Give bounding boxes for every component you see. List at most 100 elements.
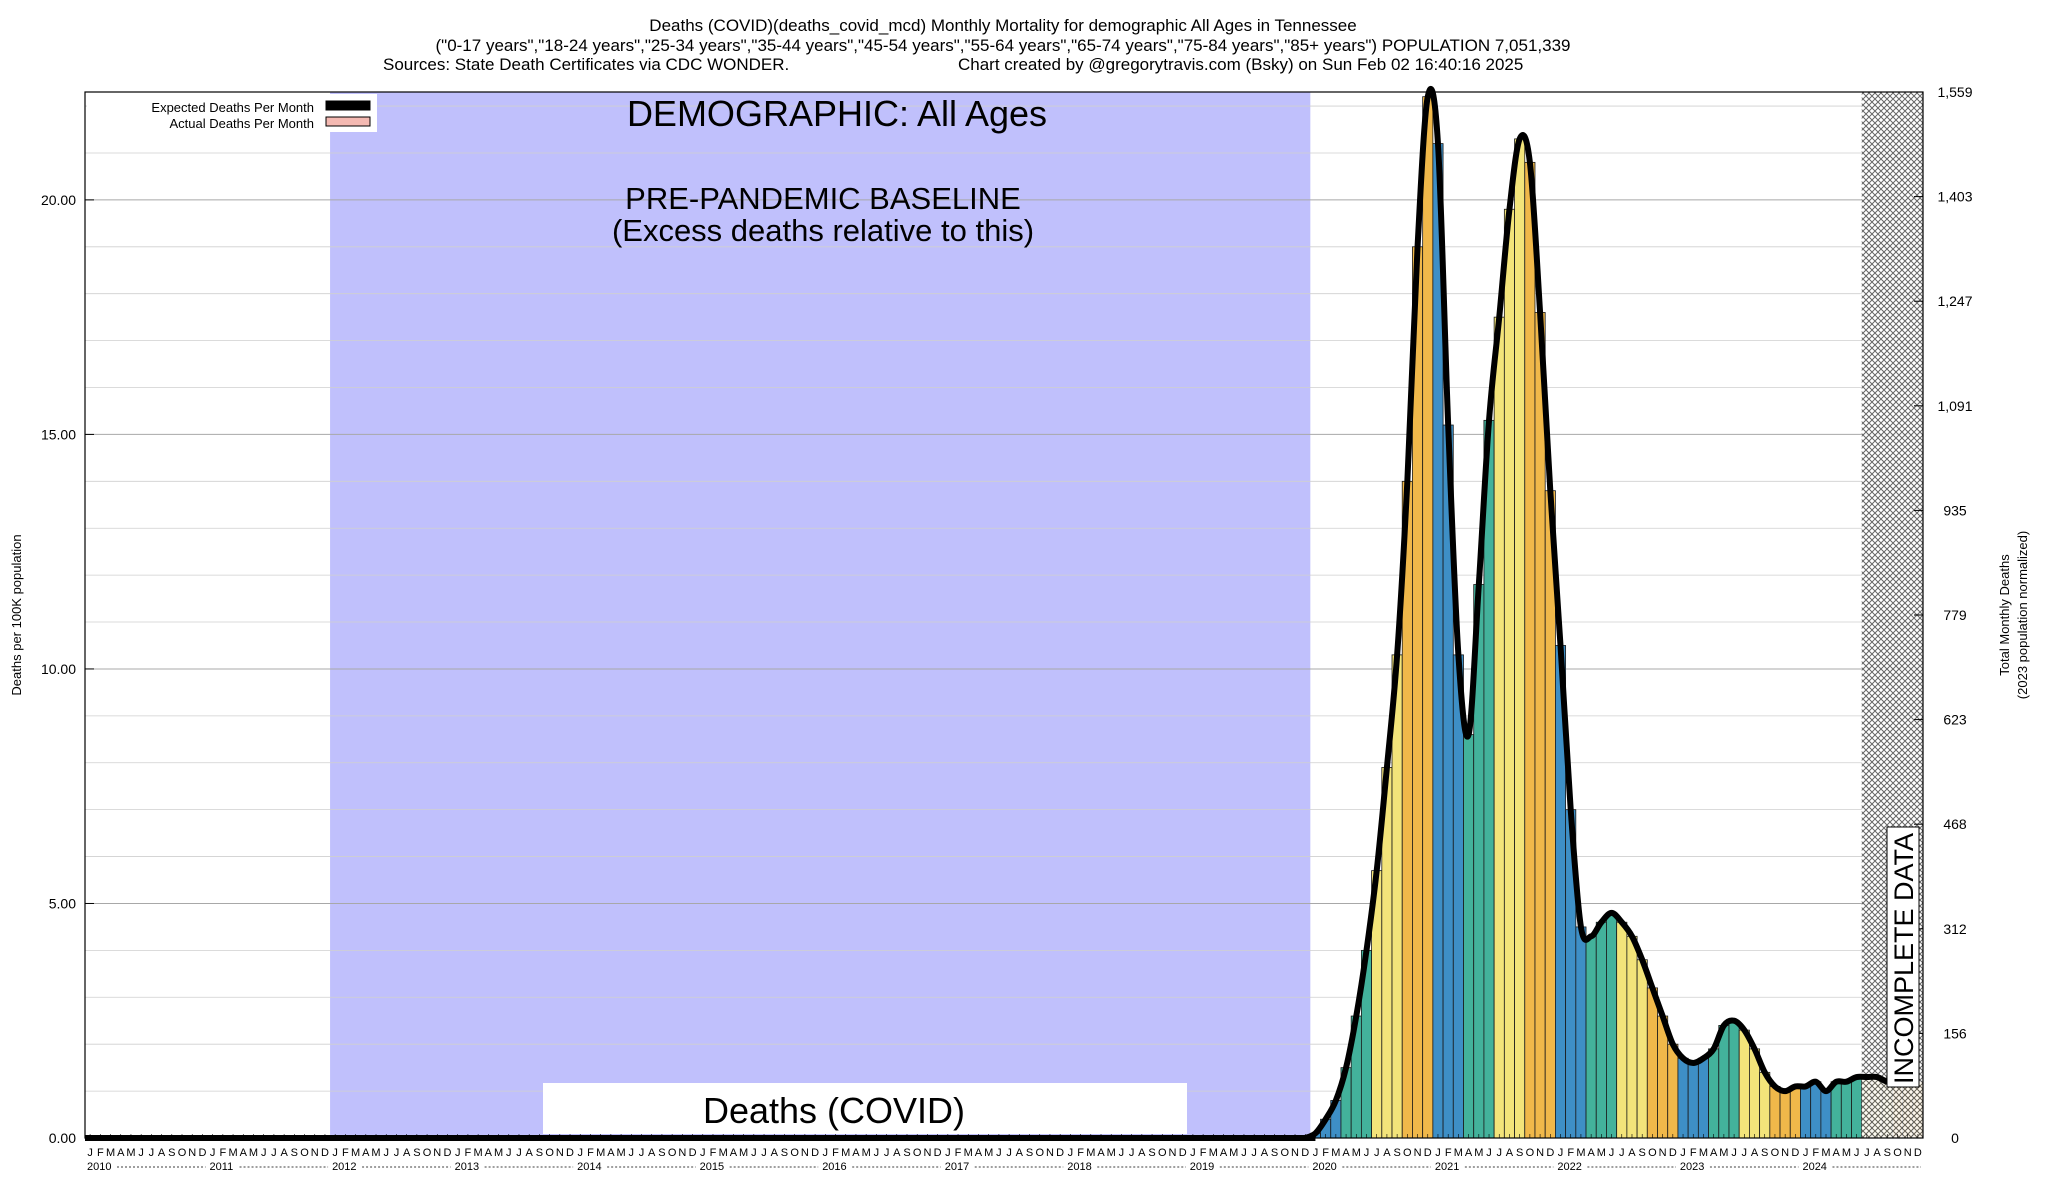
x-month-label: O <box>300 1147 309 1159</box>
x-month-label: J <box>761 1147 767 1159</box>
x-month-label: N <box>1414 1147 1422 1159</box>
y-tick-left-label: 15.00 <box>41 426 76 442</box>
x-month-label: O <box>1281 1147 1290 1159</box>
x-month-label: F <box>342 1147 349 1159</box>
x-month-label: D <box>1301 1147 1309 1159</box>
chart-subtitle: ("0-17 years","18-24 years","25-34 years… <box>436 36 1571 55</box>
x-month-label: D <box>1424 1147 1432 1159</box>
x-year-label: 2015 <box>700 1161 724 1173</box>
x-year-label: 2023 <box>1680 1161 1704 1173</box>
x-month-label: N <box>923 1147 931 1159</box>
x-month-label: J <box>1680 1147 1686 1159</box>
x-month-label: A <box>1016 1147 1024 1159</box>
x-month-label: A <box>648 1147 656 1159</box>
bars <box>1309 96 1924 1139</box>
x-month-label: M <box>841 1147 850 1159</box>
bar <box>1575 926 1587 1139</box>
x-month-label: N <box>1536 1147 1544 1159</box>
x-month-label: J <box>271 1147 277 1159</box>
x-month-label: M <box>739 1147 748 1159</box>
x-month-label: D <box>321 1147 329 1159</box>
x-month-label: M <box>474 1147 483 1159</box>
bar <box>1800 1086 1812 1139</box>
bar <box>1851 1076 1863 1139</box>
bar <box>1677 1057 1689 1139</box>
x-month-label: M <box>596 1147 605 1159</box>
bar <box>1534 312 1546 1139</box>
y-tick-right-label: 156 <box>1943 1025 1967 1041</box>
x-month-label: D <box>1056 1147 1064 1159</box>
bar <box>1779 1090 1791 1139</box>
x-month-label: O <box>423 1147 432 1159</box>
x-month-label: A <box>1710 1147 1718 1159</box>
x-month-label: F <box>955 1147 962 1159</box>
x-month-label: S <box>658 1147 665 1159</box>
x-month-label: D <box>198 1147 206 1159</box>
x-month-label: J <box>1558 1147 1564 1159</box>
x-month-label: A <box>1342 1147 1350 1159</box>
y-tick-right-label: 935 <box>1943 502 1967 518</box>
y-axis-left-label: Deaths per 100K population <box>9 534 24 695</box>
x-year-label: 2024 <box>1802 1161 1826 1173</box>
x-month-label: F <box>1322 1147 1329 1159</box>
bar <box>1738 1029 1750 1139</box>
x-month-label: F <box>587 1147 594 1159</box>
x-month-label: A <box>1383 1147 1391 1159</box>
x-month-label: M <box>1331 1147 1340 1159</box>
x-month-label: J <box>332 1147 338 1159</box>
x-month-label: M <box>616 1147 625 1159</box>
baseline-label: PRE-PANDEMIC BASELINE <box>625 181 1021 216</box>
x-month-label: N <box>1659 1147 1667 1159</box>
x-month-label: O <box>1158 1147 1167 1159</box>
x-month-label: J <box>874 1147 880 1159</box>
bar <box>1687 1062 1699 1139</box>
x-month-label: F <box>1077 1147 1084 1159</box>
x-month-label: M <box>1107 1147 1116 1159</box>
x-month-label: D <box>566 1147 574 1159</box>
x-year-label: 2016 <box>822 1161 846 1173</box>
x-month-label: A <box>362 1147 370 1159</box>
x-month-label: A <box>1506 1147 1514 1159</box>
x-month-label: J <box>516 1147 522 1159</box>
legend-actual-swatch <box>325 116 371 127</box>
x-month-label: M <box>1821 1147 1830 1159</box>
x-month-label: M <box>351 1147 360 1159</box>
bar <box>1422 96 1434 1139</box>
x-month-label: O <box>1035 1147 1044 1159</box>
x-month-label: D <box>1914 1147 1922 1159</box>
x-month-label: J <box>1486 1147 1492 1159</box>
x-month-label: N <box>801 1147 809 1159</box>
x-year-label: 2019 <box>1190 1161 1214 1173</box>
axis-ticks: 0.00 5.00 10.00 15.00 20.00 0 156 312 468 623 779 9… <box>41 84 1973 1173</box>
x-month-label: M <box>862 1147 871 1159</box>
x-month-label: J <box>1854 1147 1860 1159</box>
x-month-label: S <box>903 1147 910 1159</box>
x-year-label: 2021 <box>1435 1161 1459 1173</box>
x-month-label: M <box>984 1147 993 1159</box>
x-month-label: A <box>975 1147 983 1159</box>
x-year-label: 2022 <box>1557 1161 1581 1173</box>
x-month-label: F <box>710 1147 717 1159</box>
x-month-label: J <box>1190 1147 1196 1159</box>
x-month-label: A <box>158 1147 166 1159</box>
x-month-label: J <box>823 1147 829 1159</box>
bar <box>1769 1086 1781 1139</box>
x-month-label: M <box>1209 1147 1218 1159</box>
x-month-label: M <box>249 1147 258 1159</box>
x-month-label: F <box>97 1147 104 1159</box>
x-month-label: F <box>219 1147 226 1159</box>
x-month-label: A <box>730 1147 738 1159</box>
incomplete-data-label-box <box>1886 826 1920 1088</box>
bar <box>1840 1081 1852 1139</box>
x-year-label: 2014 <box>577 1161 601 1173</box>
x-month-label: F <box>1690 1147 1697 1159</box>
y-tick-left-label: 20.00 <box>41 192 76 208</box>
x-month-label: A <box>1751 1147 1759 1159</box>
bar <box>1585 935 1597 1139</box>
x-month-label: N <box>433 1147 441 1159</box>
x-month-label: J <box>394 1147 400 1159</box>
x-month-label: S <box>1393 1147 1400 1159</box>
x-year-label: 2020 <box>1312 1161 1336 1173</box>
bar <box>1697 1057 1709 1139</box>
x-month-label: M <box>106 1147 115 1159</box>
